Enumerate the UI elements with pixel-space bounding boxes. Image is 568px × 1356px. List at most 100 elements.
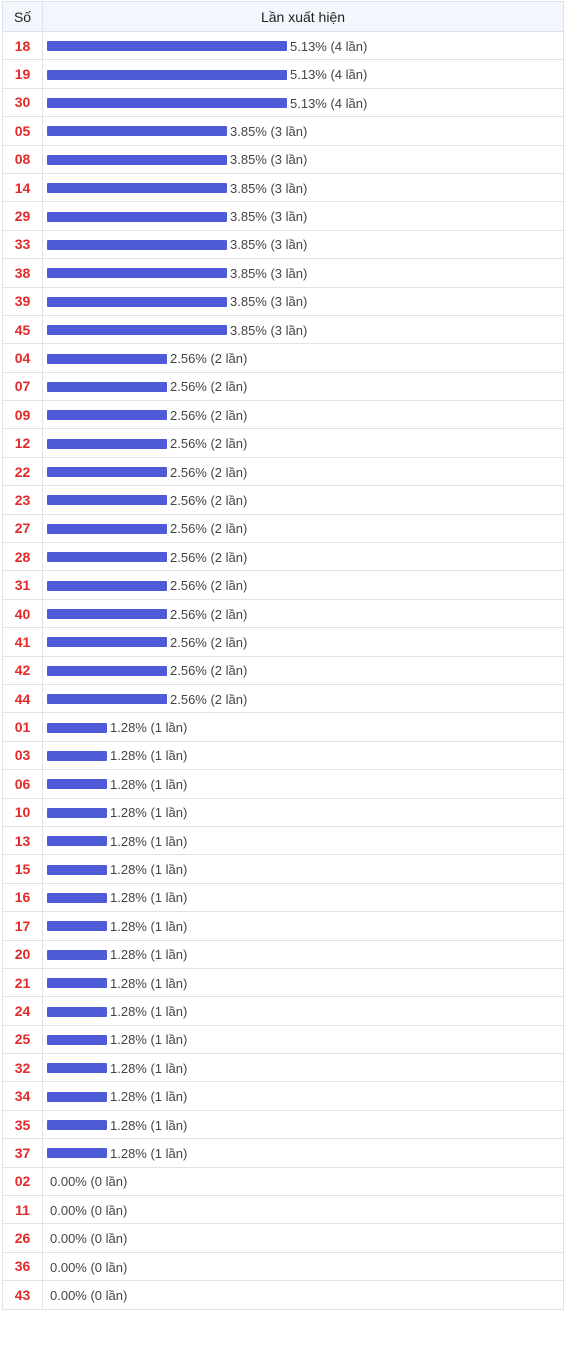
table-row: 19 5.13% (4 lần) (2, 59, 564, 89)
frequency-label: 3.85% (3 lần) (230, 180, 308, 196)
lottery-number: 19 (2, 59, 43, 89)
lottery-number: 43 (2, 1280, 43, 1310)
frequency-bar (47, 694, 167, 705)
frequency-cell: 1.28% (1 lần) (42, 740, 564, 771)
frequency-label: 3.85% (3 lần) (230, 322, 308, 338)
frequency-bar (47, 1120, 107, 1131)
frequency-label: 2.56% (2 lần) (170, 407, 248, 423)
lottery-number: 36 (2, 1251, 43, 1282)
table-row: 41 2.56% (2 lần) (2, 627, 564, 657)
table-row: 42 2.56% (2 lần) (2, 655, 564, 685)
frequency-label: 3.85% (3 lần) (230, 209, 308, 225)
frequency-bar (47, 1034, 107, 1045)
frequency-cell: 3.85% (3 lần) (42, 314, 564, 345)
frequency-label: 3.85% (3 lần) (230, 152, 308, 168)
frequency-cell: 5.13% (4 lần) (42, 30, 564, 61)
table-row: 05 3.85% (3 lần) (2, 116, 564, 146)
frequency-label: 5.13% (4 lần) (290, 95, 368, 111)
frequency-cell: 1.28% (1 lần) (42, 825, 564, 856)
frequency-cell: 1.28% (1 lần) (42, 1138, 564, 1168)
frequency-bar (47, 98, 287, 108)
frequency-label: 1.28% (1 lần) (110, 720, 188, 736)
frequency-bar (47, 750, 107, 761)
frequency-label: 2.56% (2 lần) (170, 634, 248, 650)
lottery-number: 16 (2, 882, 43, 913)
frequency-label: 2.56% (2 lần) (170, 578, 248, 594)
frequency-cell: 1.28% (1 lần) (42, 854, 564, 884)
table-row: 01 1.28% (1 lần) (2, 712, 564, 742)
frequency-cell: 2.56% (2 lần) (42, 371, 564, 402)
lottery-number: 29 (2, 201, 43, 231)
frequency-label: 2.56% (2 lần) (170, 606, 248, 622)
frequency-label: 1.28% (1 lần) (110, 890, 188, 906)
frequency-label: 0.00% (0 lần) (50, 1259, 128, 1275)
frequency-bar (47, 921, 107, 932)
lottery-number: 31 (2, 570, 43, 600)
table-row: 06 1.28% (1 lần) (2, 769, 564, 799)
frequency-cell: 2.56% (2 lần) (42, 428, 564, 458)
table-row: 17 1.28% (1 lần) (2, 911, 564, 941)
lottery-number: 09 (2, 400, 43, 430)
frequency-label: 1.28% (1 lần) (110, 833, 188, 849)
frequency-label: 1.28% (1 lần) (110, 1032, 188, 1048)
table-row: 11 0.00% (0 lần) (2, 1195, 564, 1225)
lottery-number: 07 (2, 371, 43, 402)
frequency-label: 2.56% (2 lần) (170, 436, 248, 452)
table-row: 26 0.00% (0 lần) (2, 1223, 564, 1253)
frequency-bar (47, 609, 167, 620)
lottery-number: 20 (2, 939, 43, 969)
frequency-label: 1.28% (1 lần) (110, 947, 188, 963)
table-body: 18 5.13% (4 lần) 19 5.13% (4 lần) 30 5.13% (4… (2, 30, 564, 1310)
frequency-cell: 2.56% (2 lần) (42, 542, 564, 572)
frequency-bar (47, 126, 227, 137)
table-row: 31 2.56% (2 lần) (2, 570, 564, 600)
lottery-number: 11 (2, 1195, 43, 1225)
frequency-cell: 0.00% (0 lần) (42, 1223, 564, 1253)
frequency-label: 5.13% (4 lần) (290, 67, 368, 83)
lottery-number: 18 (2, 30, 43, 61)
frequency-cell: 3.85% (3 lần) (42, 229, 564, 260)
table-row: 04 2.56% (2 lần) (2, 343, 564, 373)
frequency-bar (47, 325, 227, 336)
frequency-cell: 1.28% (1 lần) (42, 882, 564, 913)
table-row: 16 1.28% (1 lần) (2, 882, 564, 913)
frequency-cell: 2.56% (2 lần) (42, 513, 564, 544)
lottery-number: 05 (2, 116, 43, 146)
frequency-label: 2.56% (2 lần) (170, 464, 248, 480)
lottery-number: 14 (2, 172, 43, 203)
frequency-cell: 1.28% (1 lần) (42, 1109, 564, 1140)
frequency-cell: 3.85% (3 lần) (42, 258, 564, 288)
frequency-label: 3.85% (3 lần) (230, 265, 308, 281)
table-row: 38 3.85% (3 lần) (2, 258, 564, 288)
table-row: 29 3.85% (3 lần) (2, 201, 564, 231)
frequency-cell: 2.56% (2 lần) (42, 400, 564, 430)
frequency-bar (47, 69, 287, 80)
frequency-cell: 1.28% (1 lần) (42, 996, 564, 1026)
frequency-cell: 0.00% (0 lần) (42, 1195, 564, 1225)
frequency-label: 1.28% (1 lần) (110, 1145, 188, 1161)
frequency-cell: 3.85% (3 lần) (42, 172, 564, 203)
table-row: 14 3.85% (3 lần) (2, 172, 564, 203)
frequency-label: 0.00% (0 lần) (50, 1202, 128, 1218)
lottery-number: 40 (2, 598, 43, 629)
table-row: 21 1.28% (1 lần) (2, 967, 564, 998)
frequency-bar (47, 580, 167, 591)
frequency-label: 1.28% (1 lần) (110, 805, 188, 821)
lottery-number: 33 (2, 229, 43, 260)
frequency-cell: 1.28% (1 lần) (42, 1024, 564, 1055)
column-header-frequency: Lần xuất hiện (42, 1, 564, 32)
frequency-bar (47, 779, 107, 790)
frequency-label: 1.28% (1 lần) (110, 918, 188, 934)
table-row: 02 0.00% (0 lần) (2, 1166, 564, 1197)
frequency-cell: 1.28% (1 lần) (42, 769, 564, 799)
frequency-bar (47, 1006, 107, 1017)
lottery-number: 30 (2, 87, 43, 118)
lottery-number: 23 (2, 485, 43, 515)
frequency-label: 1.28% (1 lần) (110, 975, 188, 991)
table-row: 35 1.28% (1 lần) (2, 1109, 564, 1140)
frequency-cell: 5.13% (4 lần) (42, 87, 564, 118)
lottery-number: 13 (2, 825, 43, 856)
frequency-cell: 2.56% (2 lần) (42, 598, 564, 629)
frequency-bar (47, 864, 107, 875)
lottery-number: 06 (2, 769, 43, 799)
